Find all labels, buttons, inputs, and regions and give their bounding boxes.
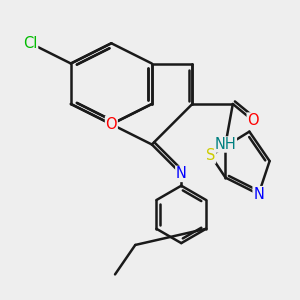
Text: N: N bbox=[253, 187, 264, 202]
Text: N: N bbox=[176, 167, 187, 182]
Text: S: S bbox=[206, 148, 215, 163]
Text: O: O bbox=[106, 117, 117, 132]
Text: Cl: Cl bbox=[23, 36, 38, 51]
Text: NH: NH bbox=[214, 137, 236, 152]
Text: O: O bbox=[247, 113, 259, 128]
